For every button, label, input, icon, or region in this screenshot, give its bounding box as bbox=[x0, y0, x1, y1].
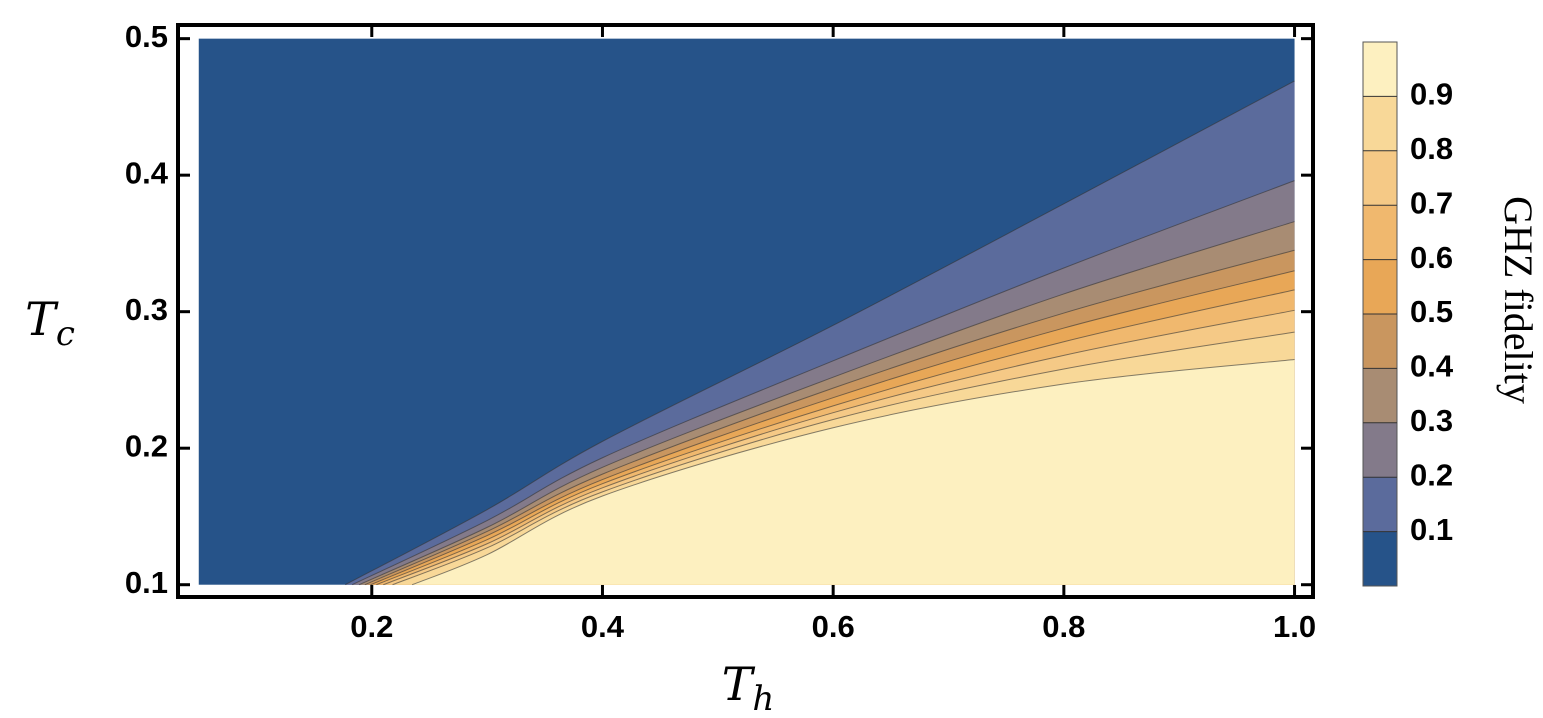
contour-line bbox=[370, 270, 1295, 586]
ylabel-label-main: T bbox=[25, 292, 59, 346]
xlabel-label-sub: h bbox=[752, 679, 774, 718]
colorbar-band bbox=[1363, 205, 1397, 260]
colorbar-tick-label: 0.4 bbox=[1410, 349, 1454, 384]
colorbar-tick-label: 0.8 bbox=[1410, 131, 1453, 166]
y-tick-label: 0.4 bbox=[125, 155, 169, 190]
colorbar-label: GHZ fidelity bbox=[1496, 196, 1541, 404]
colorbar-tick-label: 0.6 bbox=[1410, 240, 1453, 275]
y-tick-label: 0.1 bbox=[125, 565, 168, 600]
x-tick-label: 0.6 bbox=[812, 609, 855, 644]
contour-line bbox=[383, 309, 1295, 586]
x-tick-label: 1.0 bbox=[1273, 609, 1316, 644]
colorbar-band bbox=[1363, 96, 1397, 151]
colorbar-band bbox=[1363, 259, 1397, 314]
colorbar-band bbox=[1363, 422, 1397, 478]
y-tick-label: 0.2 bbox=[125, 428, 168, 463]
colorbar-tick-label: 0.9 bbox=[1410, 77, 1453, 112]
colorbar-tick-label: 0.1 bbox=[1410, 512, 1453, 547]
y-tick-label: 0.3 bbox=[125, 292, 168, 327]
x-tick-label: 0.4 bbox=[581, 609, 625, 644]
colorbar-band bbox=[1363, 368, 1397, 423]
colorbar-tick-label: 0.7 bbox=[1410, 185, 1453, 220]
x-tick-label: 0.2 bbox=[350, 609, 393, 644]
xlabel-label-main: T bbox=[722, 657, 756, 711]
colorbar-band bbox=[1363, 531, 1397, 586]
colorbar-tick-label: 0.2 bbox=[1410, 457, 1453, 492]
colorbar-band bbox=[1363, 42, 1397, 97]
colorbar-band bbox=[1363, 477, 1397, 532]
contour-line bbox=[345, 80, 1295, 586]
colorbar-tick-label: 0.5 bbox=[1410, 294, 1453, 329]
colorbar-band bbox=[1363, 314, 1397, 369]
contour-line bbox=[364, 249, 1295, 586]
colorbar-tick-label: 0.3 bbox=[1410, 403, 1453, 438]
x-tick-label: 0.8 bbox=[1042, 609, 1085, 644]
ylabel-label: Tc bbox=[25, 292, 75, 354]
contour-region bbox=[412, 359, 1295, 585]
y-tick-label: 0.5 bbox=[125, 19, 168, 54]
contour-line bbox=[376, 289, 1295, 586]
contour-line bbox=[351, 180, 1295, 586]
contour-line bbox=[392, 331, 1295, 586]
contour-line bbox=[411, 358, 1295, 586]
colorbar-band bbox=[1363, 150, 1397, 206]
ylabel-label-sub: c bbox=[56, 314, 75, 354]
xlabel-label: Th bbox=[722, 657, 775, 718]
contour-line bbox=[358, 221, 1295, 586]
